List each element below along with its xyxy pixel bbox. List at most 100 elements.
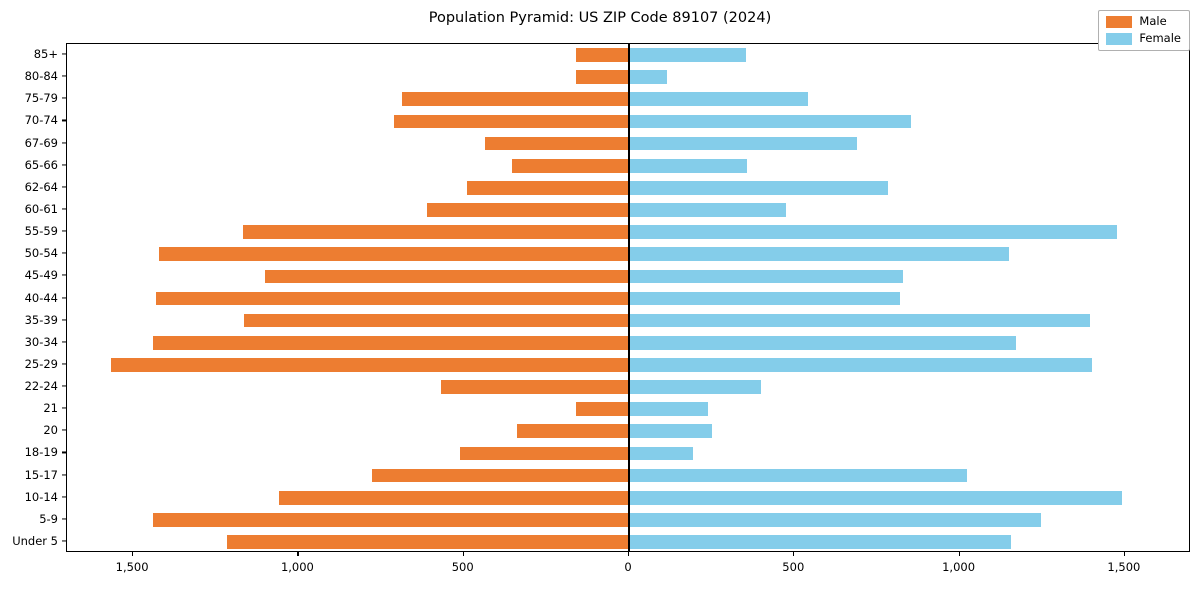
plot-inner [67,44,1189,551]
bar-row [67,335,1189,350]
bar-male [371,468,629,483]
bar-row [67,468,1189,483]
y-tick-mark [62,473,66,476]
bar-female [629,468,967,483]
bar-row [67,70,1189,85]
y-tick-label: 10-14 [24,489,58,504]
bar-row [67,158,1189,173]
bar-male [485,136,629,151]
y-tick-label: 65-66 [24,157,58,172]
bar-female [629,446,694,461]
bar-male [576,48,629,62]
bar-row [67,402,1189,416]
bar-female [629,269,904,284]
bar-male [152,335,629,350]
bar-female [629,512,1041,527]
x-tick-mark [462,552,464,556]
bar-male [158,247,629,262]
y-tick-mark [62,274,66,276]
x-tick-mark [132,552,134,556]
y-tick-label: 5-9 [39,511,58,526]
legend-swatch-female [1106,33,1133,45]
bar-row [67,313,1189,328]
y-tick-mark [62,252,66,254]
bar-female [629,48,746,62]
y-tick-mark [62,75,66,77]
bar-male [110,358,629,372]
bar-male [278,490,629,505]
y-tick-label: 85+ [33,47,58,62]
y-tick-mark [62,230,66,232]
bar-female [629,335,1016,350]
y-tick-mark [62,186,66,188]
bar-male [576,402,629,416]
bar-female [629,247,1009,262]
y-tick-label: 35-39 [24,312,58,327]
x-tick-mark [958,552,960,556]
bar-female [629,291,901,306]
bar-row [67,180,1189,195]
x-tick-label: 500 [782,560,805,574]
x-tick-mark [1123,552,1125,556]
plot-area [66,43,1190,552]
bar-row [67,512,1189,527]
y-tick-mark [62,208,66,210]
x-tick-label: 0 [624,560,632,574]
bar-male [427,203,629,217]
bar-row [67,225,1189,239]
bar-male [243,313,629,328]
bar-female [629,180,888,195]
bar-row [67,92,1189,107]
legend-item-male[interactable]: Male [1106,16,1181,28]
y-tick-mark [62,363,66,365]
bar-male [265,269,629,284]
y-tick-mark [62,119,66,121]
legend-swatch-male [1106,16,1133,28]
y-tick-mark [62,341,66,343]
bar-female [629,70,668,85]
bar-row [67,269,1189,284]
y-tick-label: 21 [43,401,58,416]
y-tick-label: Under 5 [12,533,58,548]
bar-female [629,225,1118,239]
x-tick-label: 1,500 [1107,560,1141,574]
y-tick-mark [62,164,66,166]
bar-female [629,136,858,151]
y-tick-label: 22-24 [24,379,58,394]
bar-male [152,512,629,527]
legend-label-male: Male [1139,14,1167,29]
zero-axis-line [628,44,630,551]
x-tick-label: 1,500 [115,560,149,574]
y-tick-label: 80-84 [24,69,58,84]
bar-female [629,490,1122,505]
y-tick-label: 50-54 [24,246,58,261]
y-tick-label: 62-64 [24,179,58,194]
bar-female [629,402,708,416]
y-tick-mark [62,319,66,321]
legend-item-female[interactable]: Female [1106,33,1181,45]
chart-title: Population Pyramid: US ZIP Code 89107 (2… [428,10,772,26]
y-tick-label: 15-17 [24,467,58,482]
y-tick-label: 67-69 [24,135,58,150]
bar-male [440,380,629,394]
bar-row [67,48,1189,62]
y-tick-mark [62,296,66,299]
bar-female [629,358,1092,372]
bar-male [460,446,629,461]
y-tick-label: 70-74 [24,113,58,128]
x-tick-label: 500 [451,560,474,574]
y-tick-label: 20 [43,423,58,438]
bar-row [67,358,1189,372]
y-tick-label: 25-29 [24,356,58,371]
y-tick-label: 45-49 [24,268,58,283]
y-tick-mark [62,385,66,387]
bar-male [156,291,629,306]
bar-row [67,380,1189,394]
bar-male [511,158,629,173]
bar-row [67,114,1189,129]
y-tick-mark [62,496,66,498]
y-tick-label: 40-44 [24,290,58,305]
legend-label-female: Female [1139,31,1181,46]
bar-male [576,70,629,85]
